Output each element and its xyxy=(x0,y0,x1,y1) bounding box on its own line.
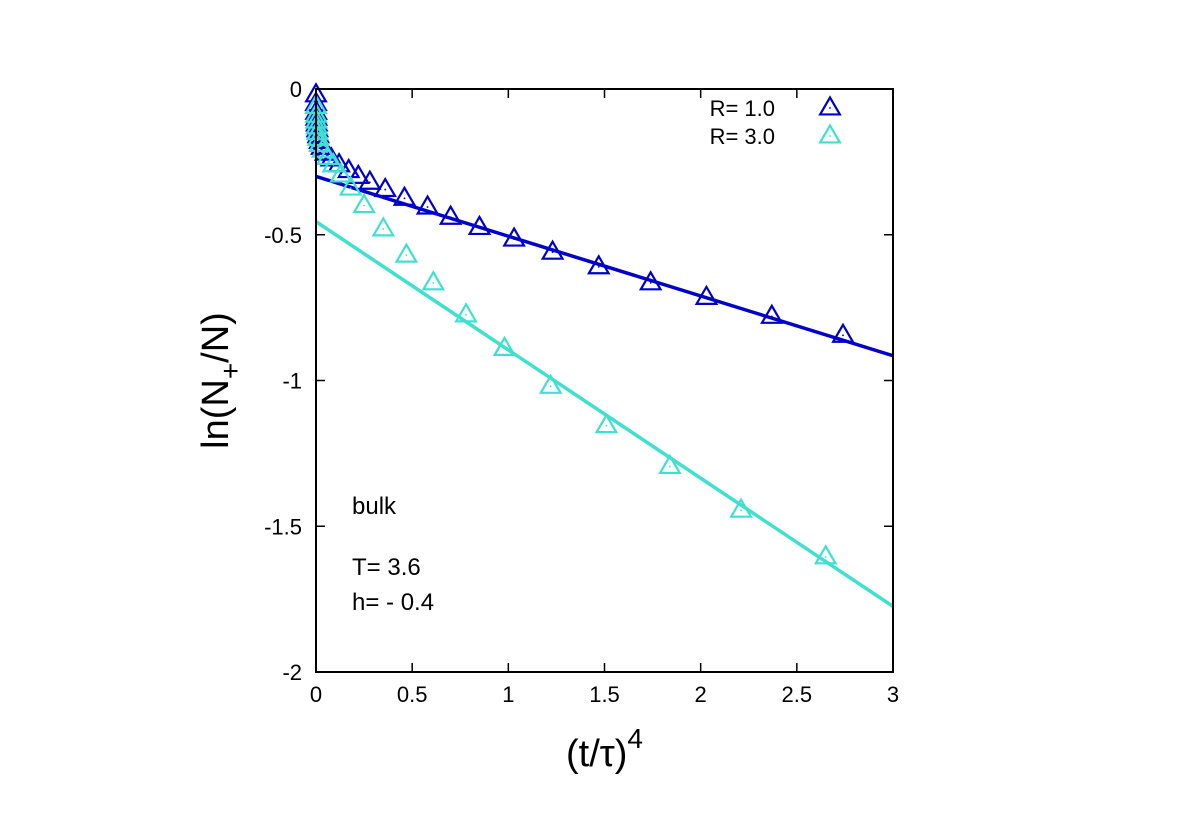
data-point-series-1 xyxy=(392,185,417,206)
data-point-series-2 xyxy=(813,544,838,565)
x-axis-title: (t/τ)4 xyxy=(566,723,643,775)
data-point-series-2 xyxy=(329,162,353,183)
y-tick-label: -1 xyxy=(282,369,302,394)
data-point-series-2 xyxy=(492,335,517,356)
data-point-series-2 xyxy=(454,302,478,323)
data-point-series-2 xyxy=(658,453,682,475)
x-tick-label: 2 xyxy=(695,682,707,707)
data-point-series-1 xyxy=(438,204,463,225)
y-axis-title: ln(N+/N) xyxy=(195,312,246,449)
y-tick-label: 0 xyxy=(290,77,302,102)
data-point-series-2 xyxy=(352,192,376,214)
fit-line-series-2 xyxy=(316,220,893,608)
legend-marker xyxy=(818,123,842,144)
annotation-text: bulk xyxy=(352,493,397,520)
data-point-series-1 xyxy=(638,270,663,291)
data-point-series-2 xyxy=(538,373,563,394)
y-tick-label: -1.5 xyxy=(264,514,302,539)
x-tick-label: 0.5 xyxy=(397,682,428,707)
data-point-series-1 xyxy=(694,284,719,305)
x-tick-label: 0 xyxy=(310,682,322,707)
data-point-series-1 xyxy=(358,169,382,190)
data-point-series-1 xyxy=(415,194,440,215)
data-point-series-1 xyxy=(831,322,855,343)
data-point-series-2 xyxy=(594,412,619,434)
data-point-series-2 xyxy=(371,216,396,237)
data-point-series-1 xyxy=(586,254,611,275)
legend-label: R= 3.0 xyxy=(710,124,775,149)
data-point-series-1 xyxy=(373,176,398,198)
annotation-text: h= - 0.4 xyxy=(352,589,434,616)
data-point-series-2 xyxy=(321,152,346,173)
data-point-series-1 xyxy=(502,226,526,247)
x-tick-label: 2.5 xyxy=(782,682,813,707)
data-point-series-1 xyxy=(346,163,371,185)
legend-label: R= 1.0 xyxy=(710,96,775,121)
legend-marker xyxy=(818,95,842,116)
x-tick-label: 1.5 xyxy=(589,682,620,707)
data-point-series-1 xyxy=(540,239,565,260)
data-point-series-2 xyxy=(421,270,446,291)
data-point-series-2 xyxy=(338,175,363,196)
x-tick-label: 3 xyxy=(887,682,899,707)
data-point-series-1 xyxy=(760,303,784,324)
y-tick-label: -2 xyxy=(282,660,302,685)
data-point-series-2 xyxy=(394,242,419,263)
y-tick-label: -0.5 xyxy=(264,223,302,248)
data-point-series-2 xyxy=(729,497,753,518)
plot-frame xyxy=(315,88,894,673)
annotation-text: T= 3.6 xyxy=(352,554,421,581)
data-point-series-1 xyxy=(467,214,492,236)
x-tick-label: 1 xyxy=(502,682,514,707)
